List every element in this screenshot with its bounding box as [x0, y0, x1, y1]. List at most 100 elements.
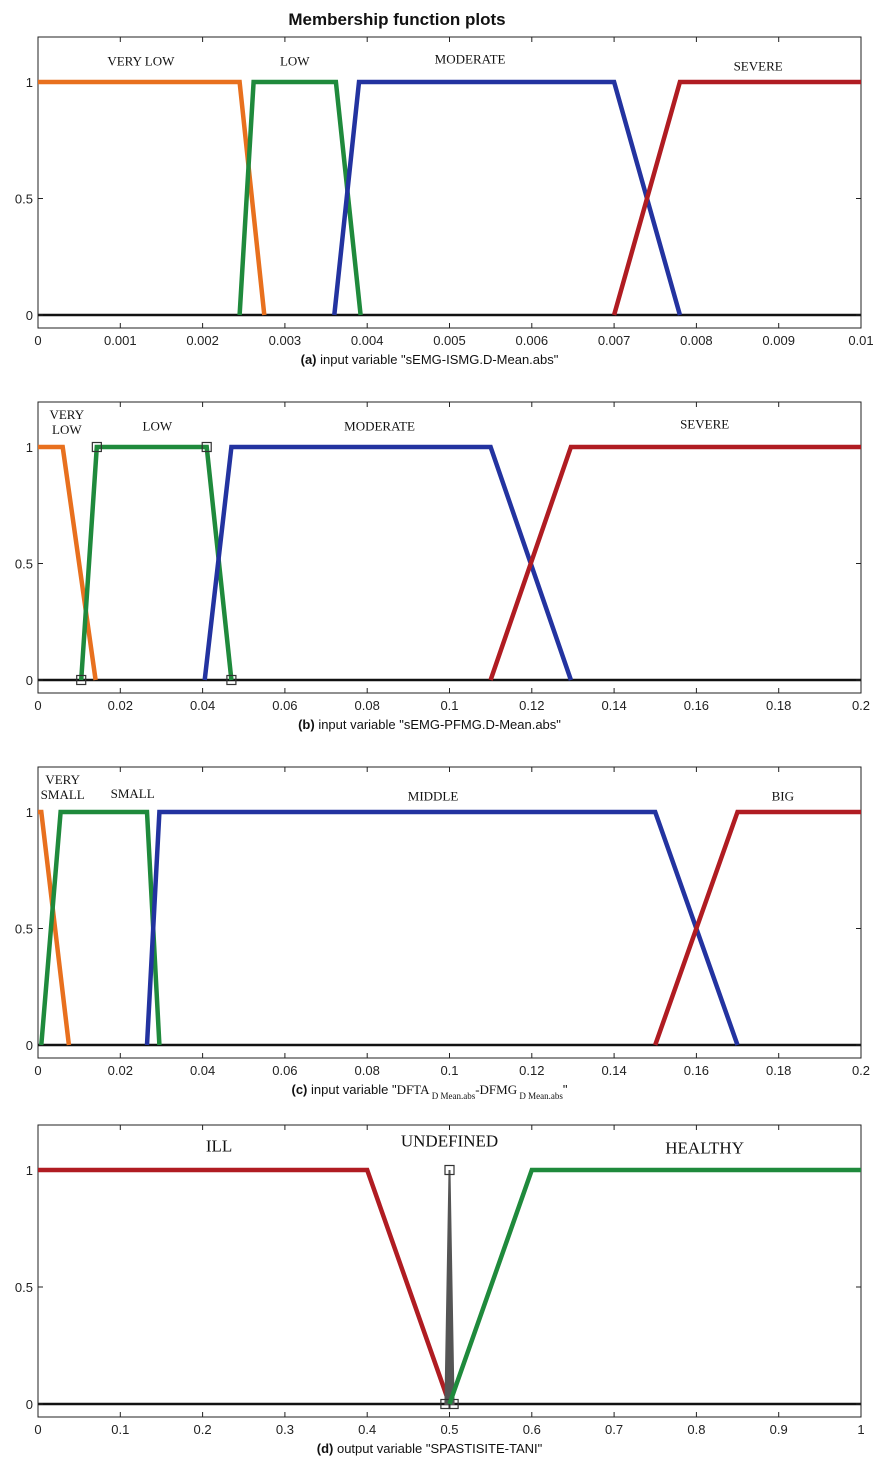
x-tick-label: 0: [34, 1063, 41, 1078]
series-low-line: [237, 79, 363, 316]
x-tick-label: 0.14: [601, 698, 626, 713]
x-tick-label: 0.2: [852, 698, 870, 713]
x-tick-label: 0.02: [108, 698, 133, 713]
y-tick-label: 0: [26, 1397, 33, 1412]
series-undefined-line: [444, 1169, 455, 1405]
series-very-low-label: VERY LOW: [107, 54, 175, 69]
x-tick-label: 0.1: [440, 698, 458, 713]
x-tick-label: 0.9: [770, 1422, 788, 1437]
x-tick-label: 0.004: [351, 333, 384, 348]
x-tick-label: 0.04: [190, 698, 215, 713]
panel-d: 0 0.1 0.2 0.3 0.4 0.5 0.6 0.7 0.8 0.9 1 0 0.5 1 ILL UND…: [15, 1124, 865, 1456]
x-tick-label: 0: [34, 1422, 41, 1437]
series-big-label: BIG: [772, 788, 794, 803]
x-tick-label: 0.005: [433, 333, 466, 348]
caption-b: (b) input variable "sEMG-PFMG.D-Mean.abs…: [298, 717, 561, 732]
x-tick-label: 0.18: [766, 698, 791, 713]
x-tick-label: 0.08: [355, 698, 380, 713]
x-tick-label: 0.4: [358, 1422, 376, 1437]
y-tick-label: 0.5: [15, 192, 33, 207]
series-low-marker: [91, 441, 102, 453]
series-undefined-marker: [444, 1164, 455, 1176]
series-severe-line: [611, 79, 861, 316]
series-low-label: LOW: [143, 419, 173, 434]
x-tick-label: 1: [857, 1422, 864, 1437]
x-tick-label: 0.3: [276, 1422, 294, 1437]
series-moderate-label: MODERATE: [435, 51, 506, 66]
series-moderate-line: [202, 444, 574, 681]
x-tick-label: 0.008: [680, 333, 713, 348]
series-very-small-line: [38, 809, 72, 1046]
series-small-label: SMALL: [111, 786, 155, 801]
x-tick-label: 0.18: [766, 1063, 791, 1078]
x-tick-label: 0.02: [108, 1063, 133, 1078]
series-ill-label: ILL: [206, 1136, 232, 1155]
series-big-line: [653, 809, 861, 1046]
x-tick-label: 0.5: [440, 1422, 458, 1437]
series-severe-label: SEVERE: [680, 416, 729, 431]
y-tick-label: 1: [26, 440, 33, 455]
y-tick-label: 0: [26, 1038, 33, 1053]
panel-c: 0 0.02 0.04 0.06 0.08 0.1 0.12 0.14 0.16 0.18 0.2 0…: [15, 766, 870, 1101]
x-tick-label: 0.12: [519, 698, 544, 713]
panel-a: 0 0.001 0.002 0.003 0.004 0.005 0.006 0.007 0.00…: [15, 36, 874, 367]
series-very-small-label: VERY SMALL: [41, 772, 85, 802]
y-tick-label: 0.5: [15, 1280, 33, 1295]
x-tick-label: 0.04: [190, 1063, 215, 1078]
x-tick-label: 0.06: [272, 1063, 297, 1078]
series-severe-label: SEVERE: [734, 58, 783, 73]
y-tick-label: 0.5: [15, 922, 33, 937]
series-severe-line: [488, 444, 861, 681]
x-tick-label: 0.06: [272, 698, 297, 713]
x-tick-label: 0.6: [523, 1422, 541, 1437]
x-tick-label: 0.002: [186, 333, 219, 348]
x-tick-label: 0.1: [440, 1063, 458, 1078]
series-low-label: LOW: [280, 54, 310, 69]
panel-b: 0 0.02 0.04 0.06 0.08 0.1 0.12 0.14 0.16 0.18 0.2 0…: [15, 401, 870, 732]
x-tick-label: 0.001: [104, 333, 137, 348]
x-tick-label: 0.16: [684, 698, 709, 713]
x-tick-label: 0.14: [601, 1063, 626, 1078]
x-tick-label: 0.003: [269, 333, 302, 348]
series-moderate-line: [332, 79, 683, 316]
x-tick-label: 0.12: [519, 1063, 544, 1078]
caption-d: (d) output variable "SPASTISITE-TANI": [317, 1441, 543, 1456]
series-undefined-label: UNDEFINED: [401, 1132, 498, 1151]
x-tick-label: 0.2: [194, 1422, 212, 1437]
x-tick-label: 0.7: [605, 1422, 623, 1437]
series-healthy-line: [447, 1167, 861, 1405]
x-tick-label: 0.1: [111, 1422, 129, 1437]
series-middle-label: MIDDLE: [408, 788, 459, 803]
y-tick-label: 1: [26, 805, 33, 820]
y-tick-label: 1: [26, 1163, 33, 1178]
x-tick-label: 0: [34, 698, 41, 713]
x-tick-label: 0.009: [762, 333, 795, 348]
x-tick-label: 0.006: [516, 333, 549, 348]
caption-c: (c) input variable "DFTA D Mean.abs-DFMG…: [292, 1082, 568, 1101]
y-tick-label: 1: [26, 75, 33, 90]
y-tick-label: 0: [26, 673, 33, 688]
figure-title: Membership function plots: [288, 10, 505, 29]
x-tick-label: 0.8: [687, 1422, 705, 1437]
series-ill-line: [38, 1167, 452, 1405]
series-moderate-label: MODERATE: [344, 419, 415, 434]
series-undefined-marker: [448, 1398, 459, 1410]
series-low-marker: [201, 441, 212, 453]
y-tick-label: 0.5: [15, 557, 33, 572]
series-low-marker: [76, 674, 87, 686]
x-tick-label: 0.2: [852, 1063, 870, 1078]
x-tick-label: 0: [34, 333, 41, 348]
y-tick-label: 0: [26, 308, 33, 323]
x-tick-label: 0.01: [848, 333, 873, 348]
x-tick-label: 0.08: [355, 1063, 380, 1078]
caption-a: (a) input variable "sEMG-ISMG.D-Mean.abs…: [301, 352, 559, 367]
series-middle-line: [144, 809, 740, 1046]
x-tick-label: 0.007: [598, 333, 631, 348]
series-healthy-label: HEALTHY: [665, 1139, 744, 1158]
series-very-low-line: [38, 79, 267, 316]
series-small-line: [39, 809, 162, 1046]
series-low-marker: [226, 674, 237, 686]
series-very-low-label: VERY LOW: [49, 407, 84, 437]
x-tick-label: 0.16: [684, 1063, 709, 1078]
